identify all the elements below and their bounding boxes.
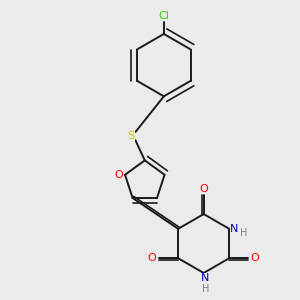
Text: H: H: [240, 228, 247, 238]
Text: O: O: [251, 253, 260, 263]
Text: O: O: [148, 253, 157, 263]
Text: N: N: [201, 273, 210, 283]
Text: O: O: [199, 184, 208, 194]
Text: N: N: [230, 224, 238, 234]
Text: Cl: Cl: [158, 11, 169, 21]
Text: S: S: [128, 131, 134, 141]
Text: O: O: [114, 170, 123, 180]
Text: H: H: [202, 284, 209, 294]
